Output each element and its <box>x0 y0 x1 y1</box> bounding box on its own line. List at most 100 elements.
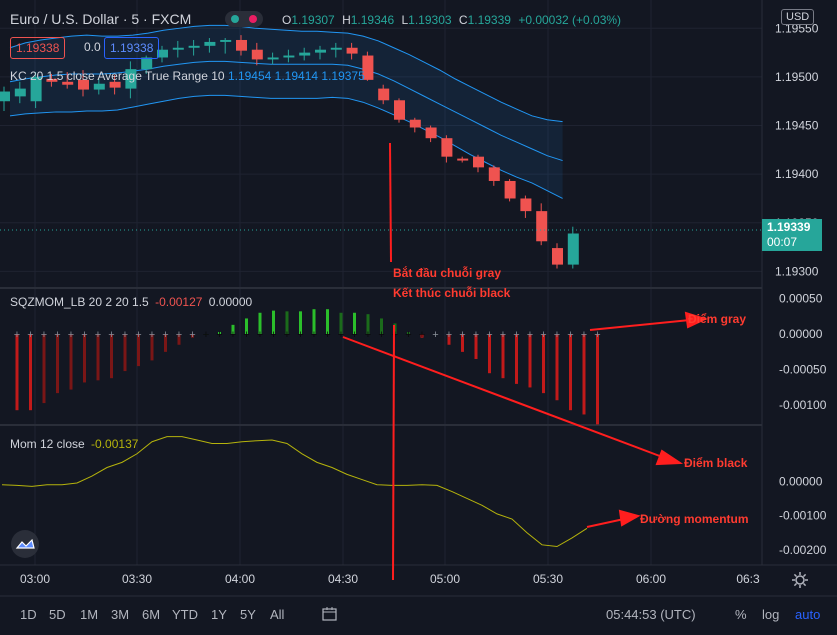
squeeze-dot: + <box>392 329 398 341</box>
keltner-lower <box>9 94 563 199</box>
squeeze-bar <box>447 334 451 345</box>
log-toggle[interactable]: log <box>762 607 780 622</box>
squeeze-bar <box>488 334 491 374</box>
annotation-end-black: Kết thúc chuỗi black <box>393 286 511 300</box>
candle-body <box>157 49 168 58</box>
symbol-title[interactable]: Euro / U.S. Dollar · 5 · FXCM <box>10 11 192 27</box>
squeeze-dot: + <box>432 329 438 341</box>
range-5d[interactable]: 5D <box>49 607 66 622</box>
candle-body <box>267 57 279 60</box>
price-tick: 1.19400 <box>775 167 819 181</box>
candle-body <box>425 127 437 139</box>
squeeze-dot: + <box>149 329 155 341</box>
gear-icon[interactable] <box>792 572 808 588</box>
squeeze-dot: + <box>594 329 600 341</box>
squeeze-dot: + <box>81 329 87 341</box>
squeeze-bar <box>542 334 545 394</box>
squeeze-dot: + <box>270 329 276 341</box>
squeeze-dot: + <box>203 329 209 341</box>
squeeze-dot: + <box>365 329 371 341</box>
squeeze-bar <box>29 334 32 411</box>
squeeze-dot: + <box>243 329 249 341</box>
squeeze-dot: + <box>14 329 20 341</box>
range-6m[interactable]: 6M <box>142 607 161 622</box>
squeeze-dot: + <box>108 329 114 341</box>
sell-button[interactable]: 1.19338 <box>10 37 66 59</box>
squeeze-bar <box>326 309 329 335</box>
squeeze-dot: + <box>378 329 384 341</box>
auto-toggle[interactable]: auto <box>795 607 821 622</box>
range-ytd[interactable]: YTD <box>172 607 198 622</box>
squeeze-bar <box>56 334 59 394</box>
squeeze-bar <box>393 323 397 335</box>
squeeze-dot: + <box>554 329 560 341</box>
squeeze-bar <box>528 334 532 388</box>
squeeze-bar <box>110 334 113 379</box>
squeeze-dot: + <box>446 329 452 341</box>
candle-body <box>394 100 405 120</box>
squeeze-bar <box>15 334 19 411</box>
annotation-gray-point: Điểm gray <box>688 312 747 326</box>
squeeze-bar <box>245 318 248 335</box>
currency-button[interactable]: USD <box>781 9 815 25</box>
squeeze-bar <box>137 334 140 367</box>
time-tick: 05:00 <box>430 572 460 586</box>
candle-body <box>125 69 137 89</box>
annotation-vline-top <box>389 142 392 263</box>
squeeze-bar <box>150 334 154 361</box>
compare-calendar-icon[interactable] <box>322 607 338 624</box>
candle-body <box>473 156 484 168</box>
squeeze-bar <box>96 334 100 381</box>
squeeze-bar <box>258 312 262 335</box>
squeeze-dot: + <box>135 329 141 341</box>
squeeze-dot: + <box>68 329 74 341</box>
mom-tick: -0.00200 <box>779 543 827 557</box>
annotation-black-point: Điểm black <box>684 456 748 470</box>
range-1m[interactable]: 1M <box>80 607 99 622</box>
squeeze-dot: + <box>527 329 533 341</box>
range-1y[interactable]: 1Y <box>211 607 227 622</box>
range-3m[interactable]: 3M <box>111 607 130 622</box>
candle-body <box>251 49 263 60</box>
ohlc-readout: O1.19307 H1.19346 L1.19303 C1.19339 +0.0… <box>282 13 622 27</box>
range-1d[interactable]: 1D <box>20 607 37 622</box>
squeeze-bar <box>204 334 208 335</box>
squeeze-dot: + <box>27 329 33 341</box>
squeeze-bar <box>231 324 235 335</box>
squeeze-dot: + <box>216 329 222 341</box>
sqz-legend[interactable]: SQZMOM_LB 20 2 20 1.5 -0.00127 0.00000 <box>10 295 253 309</box>
range-all[interactable]: All <box>270 607 285 622</box>
squeeze-bar <box>515 334 518 384</box>
market-status-toggle[interactable] <box>225 11 263 27</box>
squeeze-dot: + <box>297 329 303 341</box>
squeeze-bar <box>123 334 127 372</box>
range-5y[interactable]: 5Y <box>240 607 256 622</box>
squeeze-bar <box>299 311 302 335</box>
kc-legend[interactable]: KC 20 1.5 close Average True Range 10 1.… <box>10 69 365 83</box>
mom-tick: -0.00100 <box>779 509 827 523</box>
squeeze-bar <box>353 312 356 335</box>
black-arrow-line <box>342 336 666 459</box>
squeeze-bar <box>83 334 86 383</box>
squeeze-dot: + <box>486 329 492 341</box>
squeeze-bar <box>191 334 194 338</box>
buy-button[interactable]: 1.19338 <box>104 37 160 59</box>
squeeze-bar <box>461 334 464 352</box>
candle-body <box>552 248 563 265</box>
mom-legend[interactable]: Mom 12 close -0.00137 <box>10 437 139 451</box>
tradingview-logo-icon[interactable] <box>11 530 39 558</box>
utc-clock[interactable]: 05:44:53 (UTC) <box>606 607 696 622</box>
candle-body <box>283 55 295 58</box>
squeeze-dot: + <box>122 329 128 341</box>
time-tick: 03:30 <box>122 572 152 586</box>
squeeze-dot: + <box>419 329 425 341</box>
black-arrow-head <box>655 449 684 466</box>
squeeze-dot: + <box>95 329 101 341</box>
squeeze-bar <box>582 334 586 415</box>
candle-body <box>188 45 200 48</box>
squeeze-dot: + <box>567 329 573 341</box>
candle-body <box>299 52 311 56</box>
percent-toggle[interactable]: % <box>735 607 747 622</box>
squeeze-dot: + <box>513 329 519 341</box>
